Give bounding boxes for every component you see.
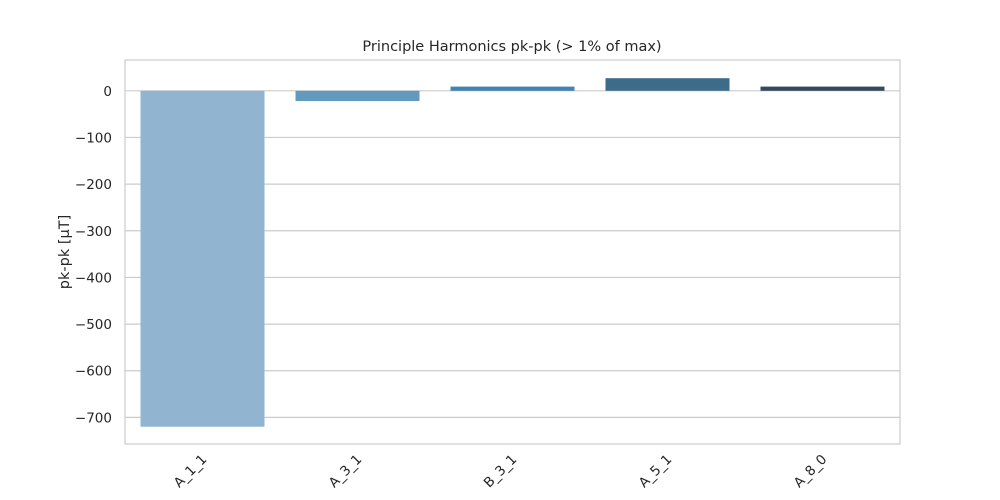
- chart-title: Principle Harmonics pk-pk (> 1% of max): [362, 39, 661, 55]
- y-tick-label: −500: [75, 317, 112, 333]
- y-tick-label: −300: [75, 224, 112, 240]
- y-tick-label: −200: [75, 177, 112, 193]
- y-tick-label: −100: [75, 130, 112, 146]
- bars: [140, 78, 885, 427]
- bar-a-8-0: [760, 86, 885, 91]
- y-tick-label: 0: [103, 84, 112, 100]
- y-tick-label: −600: [75, 364, 112, 380]
- bar-a-1-1: [140, 90, 265, 427]
- bar-b-3-1: [450, 86, 575, 91]
- plot-frame: [124, 59, 901, 445]
- y-tick-label: −400: [75, 270, 112, 286]
- bar-a-5-1: [605, 78, 730, 91]
- bar-a-3-1: [295, 90, 420, 102]
- y-tick-label: −700: [75, 410, 112, 426]
- y-axis-label: pk-pk [µT]: [57, 215, 73, 289]
- y-tick-labels: 0 −100 −200 −300 −400 −500 −600 −700: [75, 84, 112, 427]
